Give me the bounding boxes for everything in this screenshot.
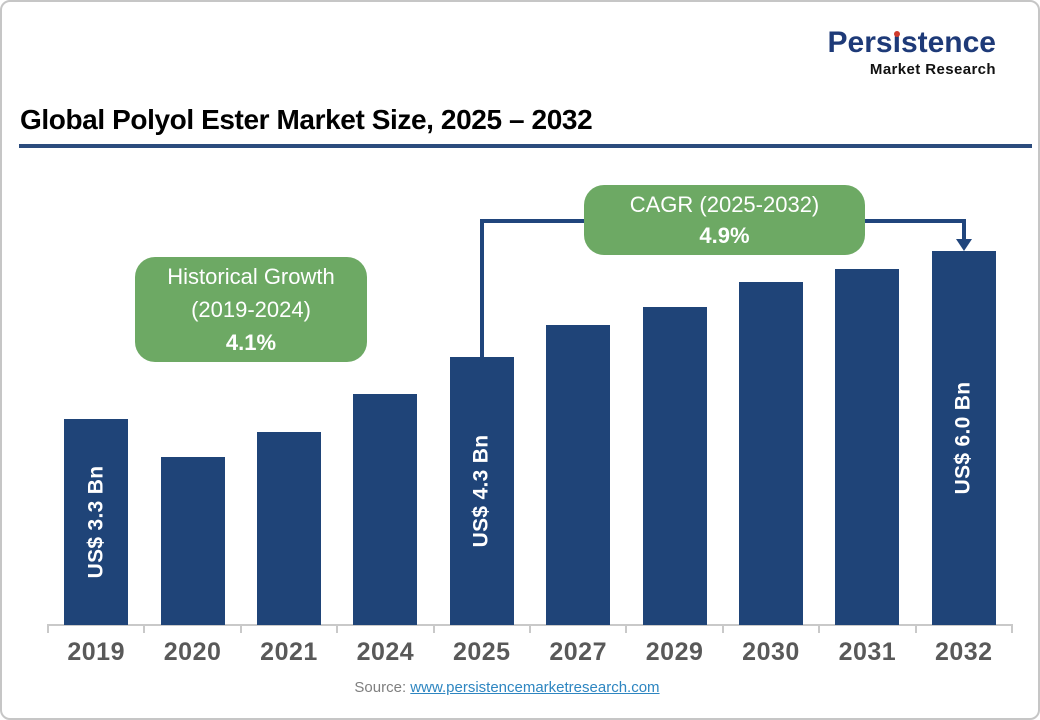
brand-logo: Persı stence Market Research <box>828 28 996 79</box>
brand-suffix: stence <box>900 26 996 59</box>
x-axis-label-2020: 2020 <box>163 638 222 666</box>
axis-tick <box>1011 624 1013 633</box>
bar-2027 <box>546 325 611 625</box>
cagr-label: CAGR (2025-2032) <box>629 192 820 217</box>
connector-vertical-left <box>479 219 484 357</box>
bar-2025: US$ 4.3 Bn <box>449 356 514 625</box>
bar-2032: US$ 6.0 Bn <box>931 250 996 625</box>
axis-tick <box>914 624 917 633</box>
x-axis-label-2030: 2030 <box>742 638 800 666</box>
x-axis-label-2024: 2024 <box>356 638 415 666</box>
red-dot-icon <box>893 31 900 37</box>
axis-tick <box>239 624 242 633</box>
x-axis-label-2031: 2031 <box>838 638 897 666</box>
bar-2020 <box>160 456 225 625</box>
connector-vertical-right <box>961 219 966 240</box>
source-link[interactable]: www.persistencemarketresearch.com <box>410 679 660 696</box>
brand-subtitle: Market Research <box>869 61 996 78</box>
bar-label-wrap: US$ 4.3 Bn <box>450 357 514 625</box>
axis-tick <box>336 624 339 633</box>
brand-prefix: Pers <box>827 26 893 59</box>
axis-tick <box>818 624 821 633</box>
x-axis-label-2021: 2021 <box>260 638 318 666</box>
x-axis-label-2027: 2027 <box>549 638 607 666</box>
historical-growth-callout: Historical Growth (2019-2024) 4.1% <box>135 257 367 362</box>
historical-growth-period: (2019-2024) <box>191 297 311 322</box>
x-axis-label-2019: 2019 <box>67 638 125 666</box>
bar-2030 <box>739 281 803 625</box>
page-title: Global Polyol Ester Market Size, 2025 – … <box>20 104 593 135</box>
axis-tick <box>143 624 146 633</box>
title-underline <box>19 144 1032 148</box>
cagr-value: 4.9% <box>699 223 750 248</box>
source-label: Source: <box>354 679 407 696</box>
bar-value-label-2025: US$ 4.3 Bn <box>469 434 493 548</box>
arrow-down-icon <box>955 238 972 251</box>
bar-value-label-2019: US$ 3.3 Bn <box>84 465 108 579</box>
axis-tick <box>432 624 435 633</box>
axis-tick <box>47 624 49 633</box>
source-line: Source: www.persistencemarketresearch.co… <box>2 679 1012 696</box>
historical-growth-value: 4.1% <box>225 330 277 355</box>
axis-tick <box>625 624 628 633</box>
bar-2024 <box>353 394 418 625</box>
axis-tick <box>529 624 531 633</box>
bar-label-wrap: US$ 3.3 Bn <box>64 419 128 625</box>
bar-2019: US$ 3.3 Bn <box>64 419 129 625</box>
x-axis-label-2032: 2032 <box>934 638 993 666</box>
cagr-callout: CAGR (2025-2032) 4.9% <box>584 185 865 255</box>
bar-value-label-2032: US$ 6.0 Bn <box>951 381 975 495</box>
axis-tick <box>721 624 724 633</box>
bar-label-wrap: US$ 6.0 Bn <box>932 251 996 625</box>
x-axis-label-2025: 2025 <box>452 638 511 666</box>
bar-2031 <box>835 269 900 625</box>
bar-2021 <box>257 431 321 625</box>
x-axis-label-2029: 2029 <box>645 638 704 666</box>
brand-dotless-i: ı <box>892 26 901 59</box>
bar-2029 <box>642 306 707 625</box>
brand-wordmark: Persı stence <box>828 28 996 58</box>
historical-growth-label: Historical Growth <box>167 264 335 289</box>
